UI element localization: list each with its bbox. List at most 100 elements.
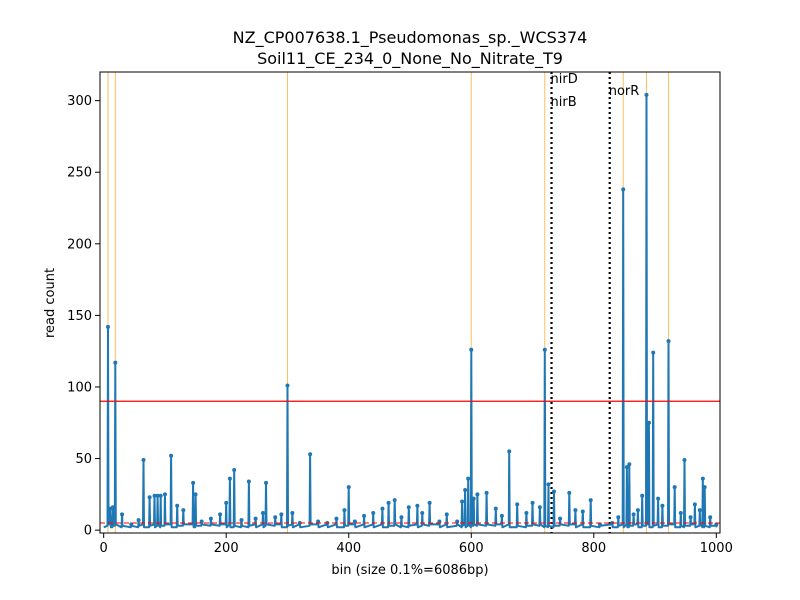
gene-label-0-0: nirD xyxy=(551,72,578,87)
data-point-91 xyxy=(672,485,677,490)
gene-label-0-1: nirB xyxy=(551,95,577,110)
data-point-89 xyxy=(660,503,665,508)
plot-frame xyxy=(99,71,721,534)
x-tick-label-400: 400 xyxy=(336,541,361,556)
data-point-75 xyxy=(588,498,593,503)
data-point-32 xyxy=(290,510,295,515)
data-point-50 xyxy=(427,500,432,505)
x-tick-label-800: 800 xyxy=(581,541,606,556)
data-point-30 xyxy=(279,512,284,517)
data-point-96 xyxy=(697,508,702,513)
gene-label-1-0: norR xyxy=(609,84,640,99)
x-axis-label: bin (size 0.1%=6086bp) xyxy=(331,563,488,578)
data-point-23 xyxy=(232,468,237,473)
data-point-22 xyxy=(227,476,232,481)
data-point-63 xyxy=(507,449,512,454)
y-tick-label-100: 100 xyxy=(67,380,92,395)
data-point-10 xyxy=(155,493,160,498)
data-point-40 xyxy=(352,519,357,524)
data-point-25 xyxy=(246,479,251,484)
data-point-62 xyxy=(499,513,504,518)
data-point-11 xyxy=(158,493,163,498)
data-point-73 xyxy=(573,508,578,513)
chart-title-line1: NZ_CP007638.1_Pseudomonas_sp._WCS374 xyxy=(233,28,588,48)
data-point-2 xyxy=(110,505,115,510)
data-point-70 xyxy=(551,489,556,494)
data-point-47 xyxy=(406,505,411,510)
data-point-17 xyxy=(193,492,198,497)
data-point-9 xyxy=(152,493,157,498)
data-point-68 xyxy=(542,347,547,352)
data-point-28 xyxy=(264,480,269,485)
data-point-58 xyxy=(471,496,476,501)
data-point-39 xyxy=(346,485,351,490)
data-point-72 xyxy=(567,490,572,495)
data-point-59 xyxy=(475,492,480,497)
data-point-74 xyxy=(580,509,585,514)
data-point-6 xyxy=(136,518,141,523)
data-point-44 xyxy=(386,500,391,505)
data-point-42 xyxy=(371,510,376,515)
data-point-19 xyxy=(208,516,213,521)
data-point-98 xyxy=(702,485,707,490)
data-point-65 xyxy=(524,510,529,515)
series-line xyxy=(103,93,718,529)
y-tick-label-200: 200 xyxy=(67,237,92,252)
data-point-84 xyxy=(640,493,645,498)
data-point-55 xyxy=(463,488,468,493)
data-point-97 xyxy=(700,476,705,481)
data-point-88 xyxy=(656,496,661,501)
x-tick-label-0: 0 xyxy=(100,541,108,556)
data-point-82 xyxy=(631,512,636,517)
x-tick-label-600: 600 xyxy=(459,541,484,556)
data-point-94 xyxy=(688,515,693,520)
y-tick-label-150: 150 xyxy=(67,309,92,324)
data-point-49 xyxy=(420,510,425,515)
data-point-15 xyxy=(181,508,186,513)
data-point-43 xyxy=(380,506,385,511)
data-point-16 xyxy=(191,480,196,485)
data-point-60 xyxy=(484,490,489,495)
data-point-86 xyxy=(646,420,651,425)
data-point-20 xyxy=(218,512,223,517)
data-point-27 xyxy=(260,510,265,515)
data-point-80 xyxy=(624,465,629,470)
data-point-29 xyxy=(273,515,278,520)
chart-title-line2: Soil11_CE_234_0_None_No_Nitrate_T9 xyxy=(257,49,563,69)
data-point-85 xyxy=(644,92,649,97)
y-axis-label: read count xyxy=(43,268,58,338)
data-point-69 xyxy=(546,482,551,487)
data-point-37 xyxy=(334,516,339,521)
plot-area: nirD nirB norR 0 200 400 600 800 1000 0 50 100 150 20… xyxy=(67,71,733,556)
data-point-26 xyxy=(253,516,258,521)
data-point-0 xyxy=(105,324,110,329)
data-point-83 xyxy=(635,508,640,513)
y-tick-label-50: 50 xyxy=(75,452,92,467)
data-point-8 xyxy=(147,495,152,500)
data-point-87 xyxy=(651,350,656,355)
data-point-54 xyxy=(460,499,465,504)
data-point-33 xyxy=(297,520,302,525)
data-point-13 xyxy=(169,453,174,458)
data-point-3 xyxy=(113,360,118,365)
data-point-24 xyxy=(239,518,244,523)
data-point-31 xyxy=(285,383,290,388)
data-point-71 xyxy=(558,516,563,521)
data-point-57 xyxy=(469,347,474,352)
data-point-14 xyxy=(175,503,180,508)
data-point-99 xyxy=(708,515,713,520)
y-tick-label-0: 0 xyxy=(84,524,92,539)
data-point-95 xyxy=(692,502,697,507)
data-point-52 xyxy=(444,512,449,517)
data-point-34 xyxy=(308,452,313,457)
data-point-45 xyxy=(392,498,397,503)
data-point-38 xyxy=(342,508,347,513)
data-point-4 xyxy=(120,512,125,517)
x-tick-label-1000: 1000 xyxy=(700,541,733,556)
x-tick-label-200: 200 xyxy=(214,541,239,556)
data-point-67 xyxy=(537,505,542,510)
data-point-21 xyxy=(224,500,229,505)
data-point-90 xyxy=(666,339,671,344)
data-point-78 xyxy=(616,515,621,520)
